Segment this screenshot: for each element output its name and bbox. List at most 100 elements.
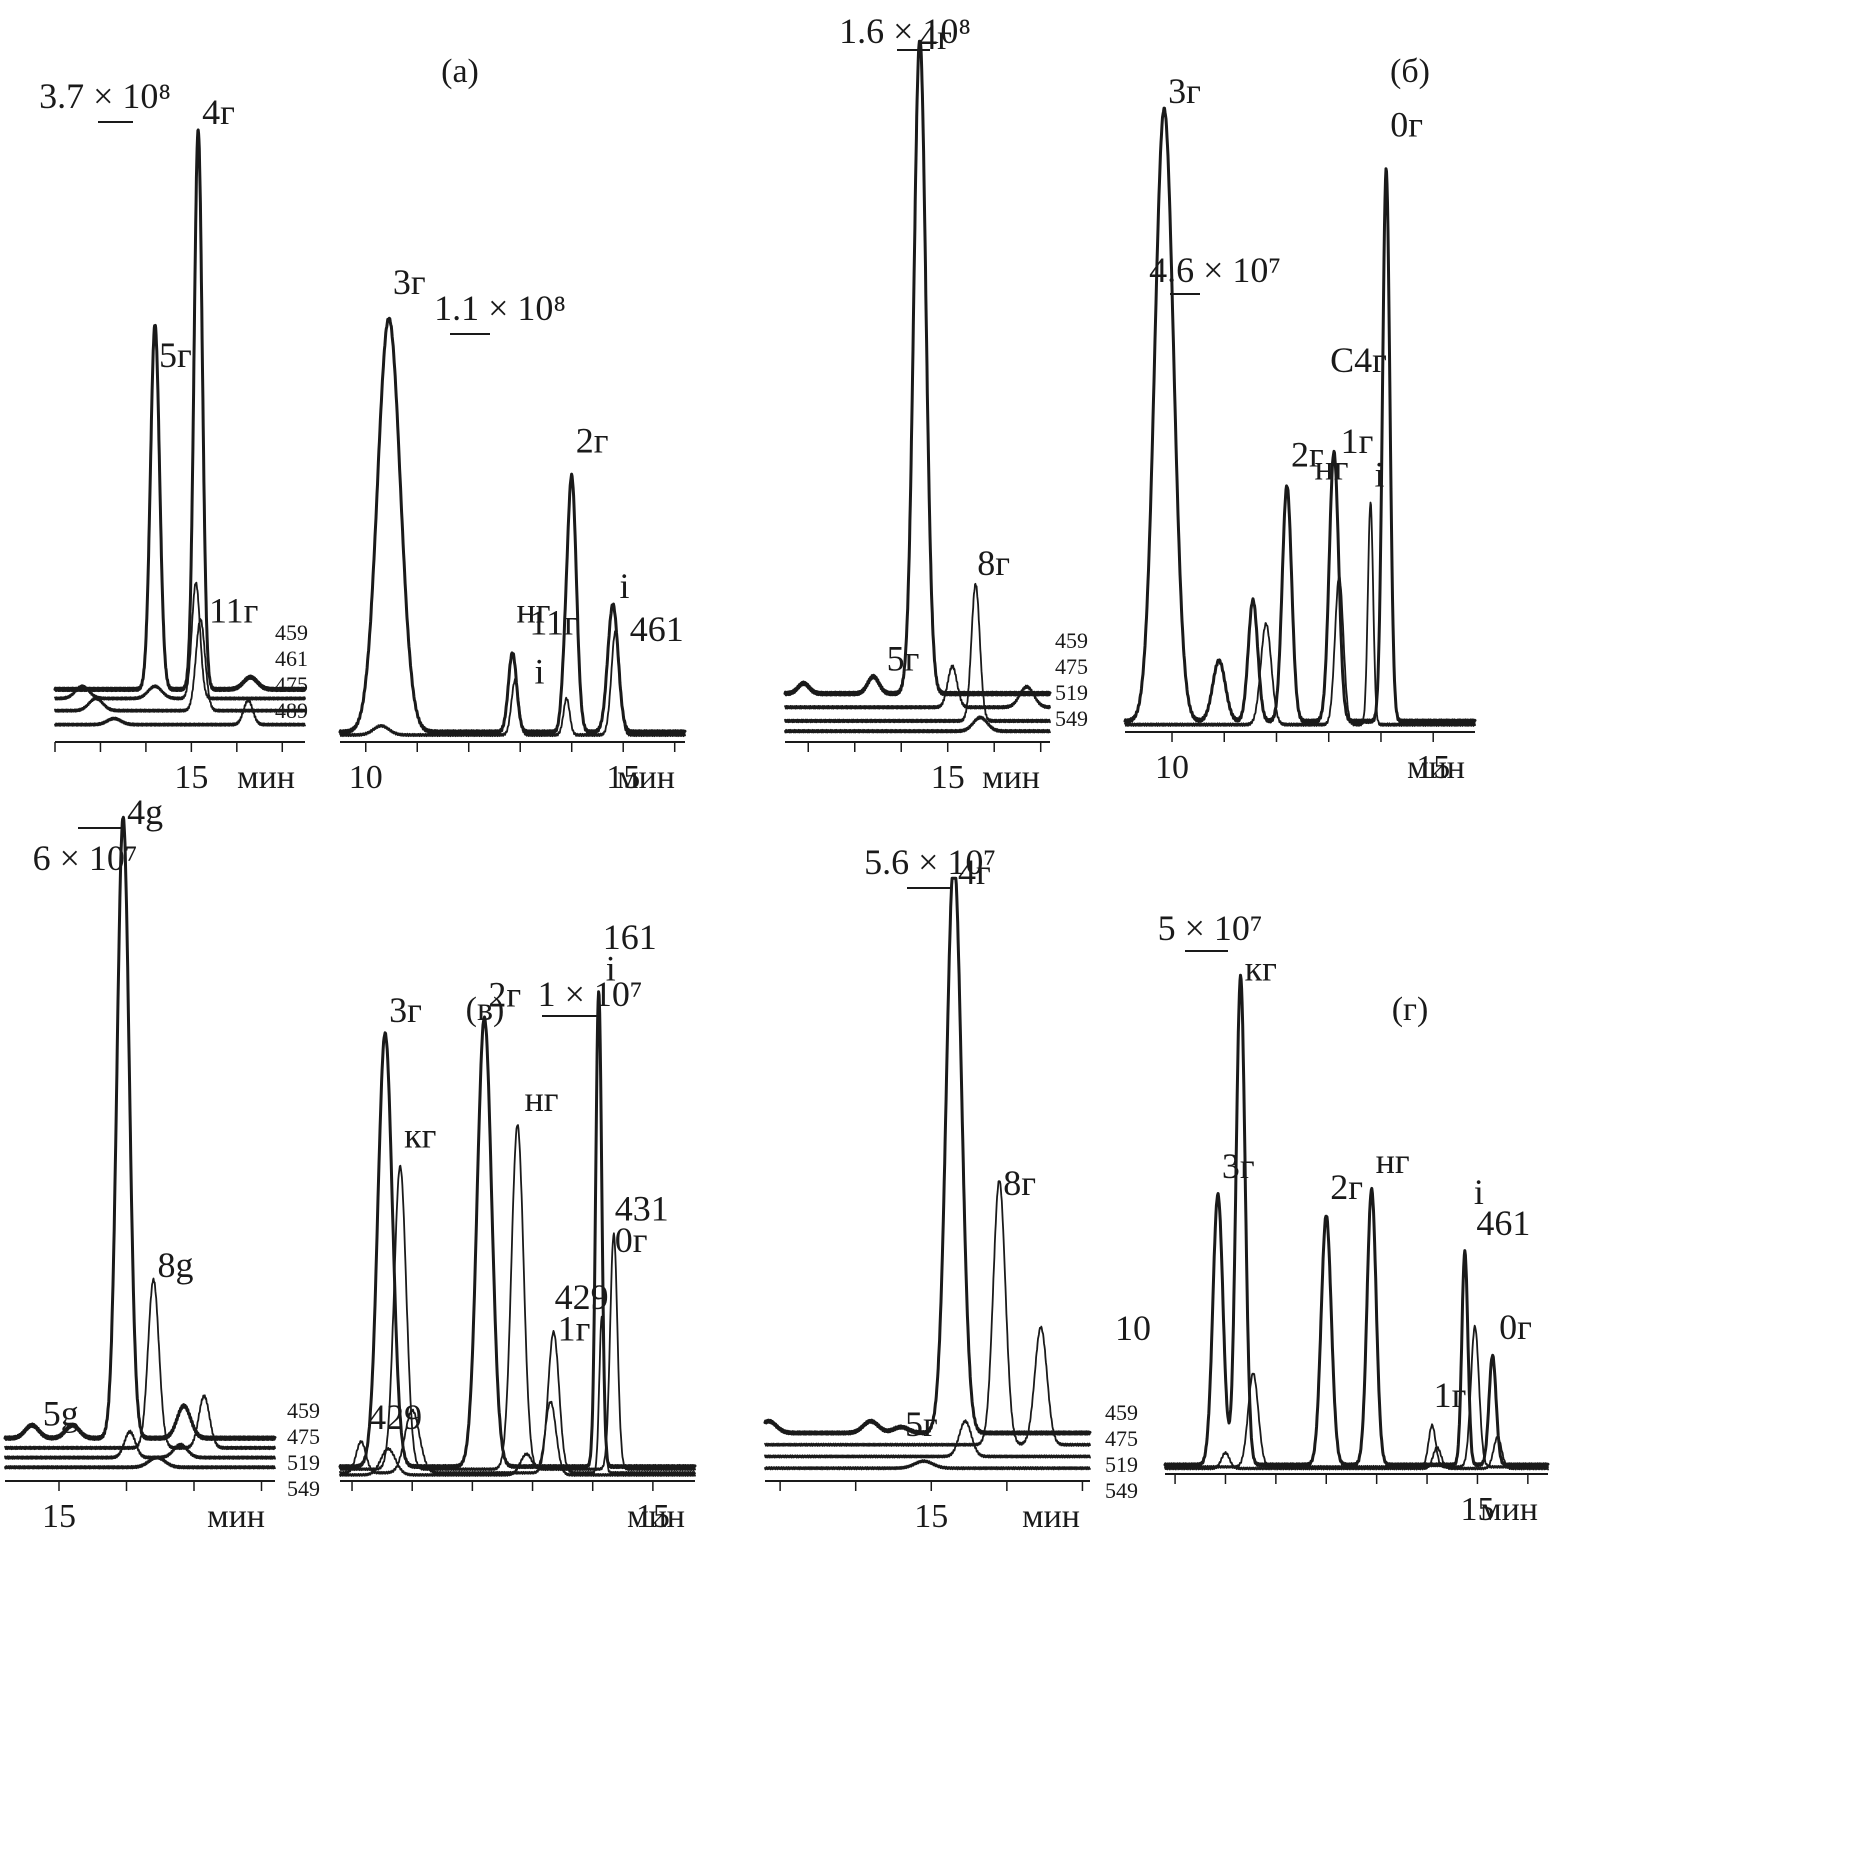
series-line	[1124, 501, 1476, 727]
peak-label: 429	[555, 1277, 609, 1317]
series-line	[4, 1455, 276, 1470]
peak-label: i	[606, 948, 616, 988]
scale-label: 5 × 10⁷	[1158, 908, 1263, 948]
series-line	[764, 1419, 1091, 1459]
ion-label: 549	[287, 1476, 320, 1501]
tick-label: 15	[42, 1498, 76, 1535]
scale-label: 6 × 10⁷	[33, 838, 138, 878]
series-line	[53, 128, 307, 693]
ion-label: 475	[287, 1424, 320, 1449]
peak-label: 5г	[905, 1404, 938, 1444]
tick-label: 15	[931, 759, 965, 796]
series-line	[339, 1124, 696, 1472]
peak-label: 8г	[1003, 1163, 1036, 1203]
peak-label: 5г	[887, 639, 920, 679]
peak-label: 1г	[1341, 421, 1374, 461]
series-line	[784, 664, 1051, 710]
peak-label: 429	[368, 1397, 422, 1437]
peak-label: 461	[1476, 1203, 1530, 1243]
tick-label: 15	[914, 1498, 948, 1535]
peak-label: 4г	[958, 852, 991, 892]
peak-label: С4г	[1330, 340, 1387, 380]
peak-label: 5g	[43, 1394, 79, 1434]
peak-label: i	[535, 651, 545, 691]
peak-label: нг	[1314, 448, 1348, 488]
peak-label: 2г	[1291, 434, 1324, 474]
series-line	[763, 876, 1092, 1436]
panel-tag-b: (б)	[1390, 53, 1430, 90]
peak-label: нг	[525, 1079, 559, 1119]
peak-label: 1г	[1434, 1375, 1467, 1415]
peak-label: 11г	[529, 603, 578, 643]
series-line	[54, 581, 306, 701]
tick-label: 10	[1155, 749, 1189, 786]
peak-label: 3г	[389, 990, 422, 1030]
x-axis-label: мин	[982, 759, 1040, 796]
ion-label: 519	[287, 1450, 320, 1475]
peak-label: 0г	[1499, 1307, 1532, 1347]
peak-label: 8г	[977, 543, 1010, 583]
peak-label: 3г	[1222, 1146, 1255, 1186]
series-line	[783, 39, 1052, 697]
x-axis-label: мин	[1480, 1491, 1538, 1528]
peak-label: 3г	[393, 262, 426, 302]
series-line	[339, 1400, 696, 1477]
series-line	[339, 1315, 696, 1475]
series-line	[1164, 1436, 1549, 1471]
peak-label: 461	[630, 609, 684, 649]
peak-label: 161	[603, 917, 657, 957]
ion-label: 489	[275, 698, 308, 723]
peak-label: 431	[615, 1188, 669, 1228]
peak-label: 4г	[202, 92, 235, 132]
series-line	[4, 1277, 276, 1451]
tick-label: 15	[1416, 749, 1450, 786]
peak-label: 8g	[158, 1245, 194, 1285]
peak-label: 1г	[558, 1309, 591, 1349]
tick-label: 10	[349, 759, 383, 796]
peak-label: i	[1375, 454, 1385, 494]
peak-label: нг	[1376, 1141, 1410, 1181]
series-line	[338, 316, 687, 735]
scale-label: 5.6 × 10⁷	[864, 842, 996, 882]
peak-label: нг	[517, 591, 551, 631]
series-line	[784, 715, 1051, 734]
peak-label: i	[619, 566, 629, 606]
peak-label: 2г	[576, 420, 609, 460]
scale-label: 3.7 × 10⁸	[39, 76, 171, 116]
tick-label: 15	[636, 1498, 670, 1535]
peak-label: 4g	[127, 792, 163, 832]
peak-label: 11г	[209, 591, 258, 631]
peak-label: 0г	[615, 1220, 648, 1260]
scale-label: 1.1 × 10⁸	[434, 288, 566, 328]
series-line	[3, 815, 277, 1441]
peak-label: 2г	[1330, 1167, 1363, 1207]
peak-label: i	[1474, 1172, 1484, 1212]
series-line	[764, 1459, 1091, 1471]
x-axis-label: мин	[1407, 749, 1465, 786]
x-axis-label: мин	[1022, 1498, 1080, 1535]
x-axis-label: мин	[627, 1498, 685, 1535]
peak-label: 3г	[1168, 71, 1201, 111]
series-line	[1123, 106, 1477, 725]
ion-label: 461	[275, 646, 308, 671]
scale-label: 4.6 × 10⁷	[1149, 250, 1281, 290]
x-axis-label: мин	[237, 759, 295, 796]
series-line	[764, 1180, 1091, 1447]
tick-label: 15	[1460, 1491, 1494, 1528]
series-line	[784, 582, 1051, 724]
ion-label: 549	[1105, 1478, 1138, 1503]
tick-label: 15	[174, 759, 208, 796]
peak-label: 5г	[159, 335, 192, 375]
peak-label: кг	[1245, 948, 1277, 988]
peak-label: кг	[404, 1115, 436, 1155]
panel-tag-a: (a)	[441, 53, 479, 90]
ion-label: 549	[1055, 706, 1088, 731]
ion-label: 475	[275, 672, 308, 697]
